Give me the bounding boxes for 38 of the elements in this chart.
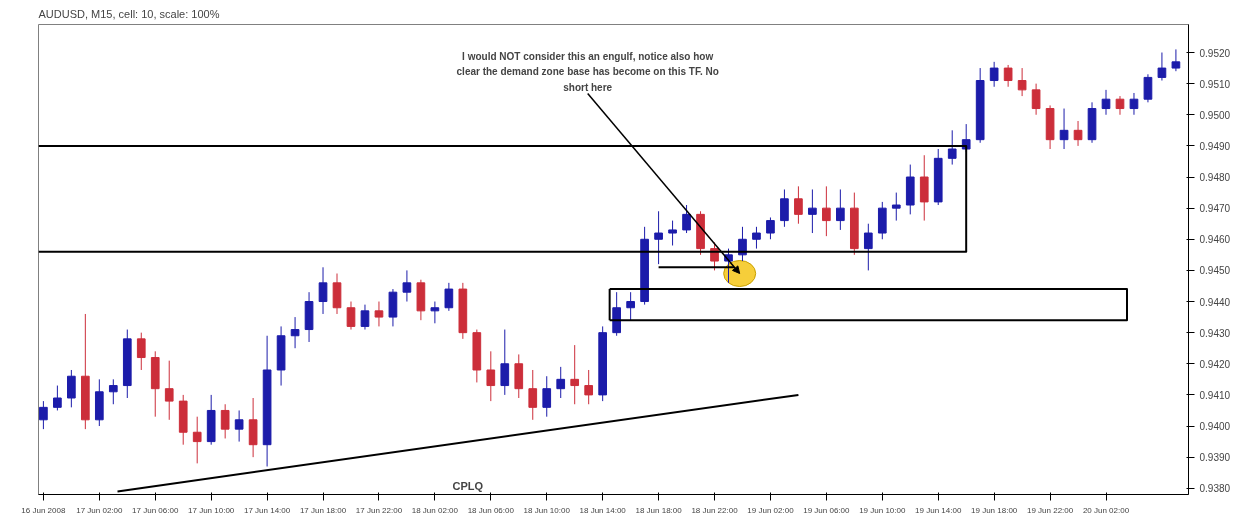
- x-tick-label: 19 Jun 10:00: [859, 505, 906, 515]
- y-tick-label: 0.9520: [1199, 47, 1231, 59]
- x-tick-label: 16 Jun 2008: [21, 505, 66, 515]
- y-tick-label: 0.9390: [1199, 452, 1231, 464]
- x-tick-label: 19 Jun 22:00: [1026, 505, 1074, 515]
- x-tick-label: 18 Jun 06:00: [467, 505, 515, 515]
- annotation: CPLQ: [452, 479, 484, 492]
- x-tick-label: 18 Jun 18:00: [635, 505, 683, 515]
- y-tick-label: 0.9420: [1199, 358, 1231, 370]
- x-tick-label: 18 Jun 02:00: [411, 505, 459, 515]
- y-tick-label: 0.9460: [1199, 234, 1231, 246]
- y-tick-label: 0.9400: [1199, 421, 1231, 433]
- y-tick-label: 0.9470: [1199, 203, 1231, 215]
- x-tick-label: 19 Jun 18:00: [971, 505, 1018, 515]
- y-tick-label: 0.9510: [1199, 78, 1231, 90]
- x-tick-label: 18 Jun 14:00: [579, 505, 627, 515]
- y-tick-label: 0.9490: [1199, 140, 1231, 152]
- y-tick-label: 0.9410: [1199, 389, 1231, 401]
- x-tick-label: 17 Jun 14:00: [243, 505, 291, 515]
- x-tick-label: 17 Jun 18:00: [299, 505, 347, 515]
- x-tick-label: 18 Jun 10:00: [523, 505, 571, 515]
- x-tick-label: 17 Jun 10:00: [188, 505, 235, 515]
- y-tick-label: 0.9450: [1199, 265, 1231, 277]
- x-tick-label: 20 Jun 02:00: [1082, 505, 1130, 515]
- chart-title: AUDUSD, M15, cell: 10, scale: 100%: [38, 7, 220, 20]
- x-tick-label: 19 Jun 06:00: [803, 505, 851, 515]
- x-tick-label: 19 Jun 02:00: [747, 505, 795, 515]
- x-tick-label: 17 Jun 06:00: [132, 505, 179, 515]
- y-tick-label: 0.9380: [1199, 483, 1231, 495]
- y-tick-label: 0.9430: [1199, 327, 1231, 339]
- x-tick-label: 18 Jun 22:00: [691, 505, 739, 515]
- x-tick-label: 17 Jun 02:00: [76, 505, 123, 515]
- y-tick-label: 0.9480: [1199, 172, 1231, 184]
- y-tick-label: 0.9500: [1199, 109, 1231, 121]
- annotation: I would NOT consider this an engulf, notice also how clear the demand zone base has become on this TF. No short here: [456, 50, 719, 93]
- x-tick-label: 19 Jun 14:00: [915, 505, 962, 515]
- x-tick-label: 17 Jun 22:00: [355, 505, 403, 515]
- y-tick-label: 0.9440: [1199, 296, 1231, 308]
